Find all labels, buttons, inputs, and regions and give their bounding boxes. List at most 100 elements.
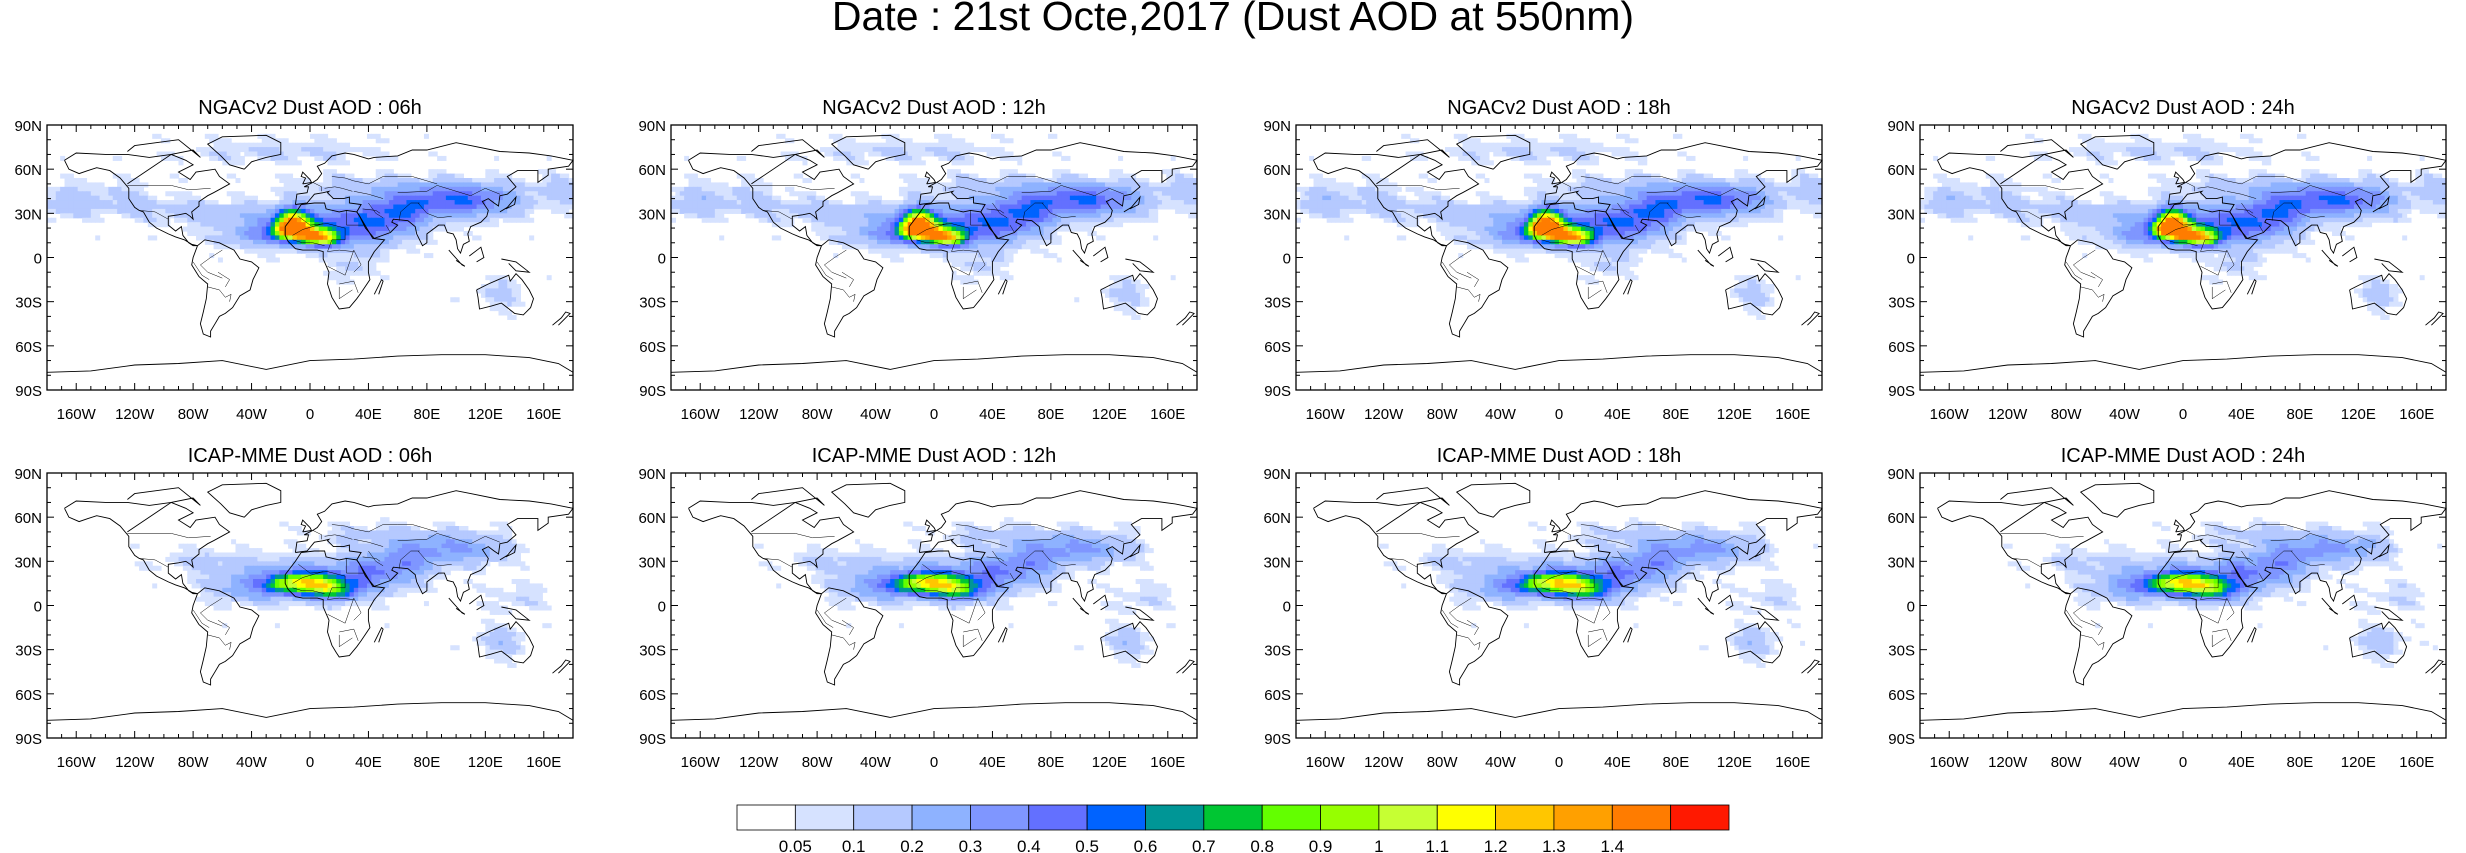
lat-tick-label: 0 bbox=[1283, 599, 1291, 616]
lon-tick-label: 160E bbox=[526, 406, 561, 423]
lat-tick-label: 30N bbox=[1263, 554, 1291, 571]
panel-title: ICAP-MME Dust AOD : 18h bbox=[1437, 445, 1682, 467]
lon-tick-label: 80E bbox=[1038, 754, 1065, 771]
lon-tick-label: 120E bbox=[2341, 754, 2376, 771]
lon-tick-label: 120E bbox=[468, 406, 503, 423]
aod-shading bbox=[130, 517, 552, 668]
colorbar-swatch bbox=[1145, 804, 1205, 831]
colorbar-swatch bbox=[1378, 804, 1438, 831]
colorbar-swatch bbox=[1261, 804, 1321, 831]
lat-tick-label: 60S bbox=[1264, 687, 1291, 704]
lon-tick-label: 80W bbox=[802, 754, 834, 771]
lat-tick-label: 90S bbox=[1888, 383, 1915, 400]
lat-tick-label: 30N bbox=[14, 206, 42, 223]
lat-tick-label: 30N bbox=[638, 206, 666, 223]
lat-tick-label: 30N bbox=[638, 554, 666, 571]
lat-tick-label: 90S bbox=[1264, 731, 1291, 748]
lat-tick-label: 0 bbox=[1283, 251, 1291, 268]
lat-tick-label: 90S bbox=[15, 731, 42, 748]
lon-tick-label: 40E bbox=[979, 754, 1006, 771]
coastlines bbox=[670, 134, 1198, 373]
colorbar-swatch bbox=[1495, 804, 1555, 831]
lon-tick-label: 80E bbox=[2287, 406, 2314, 423]
colorbar-swatch bbox=[970, 804, 1030, 831]
lat-tick-label: 90S bbox=[1264, 383, 1291, 400]
lat-tick-label: 60N bbox=[638, 162, 666, 179]
lon-tick-label: 120W bbox=[739, 754, 779, 771]
colorbar-swatch bbox=[1553, 804, 1613, 831]
lat-tick-label: 60N bbox=[1263, 162, 1291, 179]
lon-tick-label: 0 bbox=[930, 754, 938, 771]
country-borders bbox=[2000, 524, 2373, 650]
country-borders bbox=[1376, 176, 1749, 302]
colorbar-label: 0.6 bbox=[1134, 837, 1158, 853]
lat-tick-label: 90S bbox=[639, 383, 666, 400]
aod-shading bbox=[1379, 517, 1819, 668]
aod-shading bbox=[1296, 133, 1823, 320]
colorbar-swatch bbox=[1670, 804, 1730, 831]
lat-tick-label: 30S bbox=[639, 295, 666, 312]
colorbar-label: 1.4 bbox=[1600, 837, 1624, 853]
colorbar-swatch bbox=[853, 804, 913, 831]
lon-tick-label: 80E bbox=[1663, 406, 1690, 423]
lon-tick-label: 160E bbox=[1150, 406, 1185, 423]
colorbar-swatch bbox=[1028, 804, 1088, 831]
lat-tick-label: 60N bbox=[1263, 510, 1291, 527]
lon-tick-label: 40W bbox=[1485, 406, 1517, 423]
lat-tick-label: 90N bbox=[1263, 118, 1291, 135]
lat-tick-label: 90N bbox=[14, 118, 42, 135]
figure-title: Date : 21st Octe,2017 (Dust AOD at 550nm… bbox=[832, 0, 1634, 39]
lat-tick-label: 0 bbox=[34, 599, 42, 616]
lon-tick-label: 160E bbox=[526, 754, 561, 771]
lat-tick-label: 60S bbox=[15, 687, 42, 704]
lon-tick-label: 80E bbox=[2287, 754, 2314, 771]
lon-tick-label: 160E bbox=[2399, 406, 2434, 423]
lon-tick-label: 120E bbox=[1717, 754, 1752, 771]
map-panel: NGACv2 Dust AOD : 24h 90N 60N 30N 0 30S 60S 90S… bbox=[1887, 97, 2447, 423]
colorbar-swatch bbox=[1086, 804, 1146, 831]
colorbar-swatch bbox=[1320, 804, 1380, 831]
lon-tick-label: 40W bbox=[236, 754, 268, 771]
lon-tick-label: 120E bbox=[1092, 754, 1127, 771]
lon-tick-label: 40E bbox=[2228, 406, 2255, 423]
colorbar-label: 0.5 bbox=[1075, 837, 1099, 853]
lat-tick-label: 60N bbox=[1887, 510, 1915, 527]
lat-tick-label: 30N bbox=[1887, 206, 1915, 223]
lat-tick-label: 0 bbox=[658, 599, 666, 616]
colorbar-swatch bbox=[1203, 804, 1263, 831]
map-panel: NGACv2 Dust AOD : 12h 90N 60N 30N 0 30S 60S 90S… bbox=[638, 97, 1198, 423]
map-panel: NGACv2 Dust AOD : 18h 90N 60N 30N 0 30S 60S 90S… bbox=[1263, 97, 1823, 423]
lon-tick-label: 0 bbox=[1555, 406, 1563, 423]
lon-tick-label: 40W bbox=[236, 406, 268, 423]
lat-tick-label: 60N bbox=[1887, 162, 1915, 179]
lat-tick-label: 60S bbox=[1888, 687, 1915, 704]
lat-tick-label: 90N bbox=[1263, 466, 1291, 483]
lon-tick-label: 80W bbox=[1427, 406, 1459, 423]
coastlines bbox=[1295, 134, 1823, 373]
lat-tick-label: 30S bbox=[1888, 295, 1915, 312]
lat-tick-label: 90N bbox=[638, 466, 666, 483]
aod-shading bbox=[2003, 517, 2443, 668]
lon-tick-label: 160W bbox=[57, 406, 97, 423]
lon-tick-label: 0 bbox=[306, 406, 314, 423]
colorbar-label: 0.2 bbox=[900, 837, 924, 853]
colorbar-label: 0.1 bbox=[842, 837, 866, 853]
colorbar-swatch bbox=[1611, 804, 1672, 831]
lat-tick-label: 0 bbox=[658, 251, 666, 268]
lon-tick-label: 160W bbox=[57, 754, 97, 771]
panel-title: ICAP-MME Dust AOD : 24h bbox=[2061, 445, 2306, 467]
lon-tick-label: 40E bbox=[1604, 754, 1631, 771]
country-borders bbox=[751, 524, 1124, 650]
lon-tick-label: 160W bbox=[1306, 754, 1346, 771]
lat-tick-label: 0 bbox=[34, 251, 42, 268]
coastlines bbox=[46, 134, 574, 373]
colorbar-label: 1 bbox=[1374, 837, 1383, 853]
country-borders bbox=[127, 524, 500, 650]
lon-tick-label: 40W bbox=[860, 754, 892, 771]
colorbar-swatch bbox=[1436, 804, 1496, 831]
lon-tick-label: 40E bbox=[979, 406, 1006, 423]
country-borders bbox=[1376, 524, 1749, 650]
lat-tick-label: 90S bbox=[639, 731, 666, 748]
colorbar-label: 1.2 bbox=[1484, 837, 1508, 853]
colorbar-swatch bbox=[736, 804, 796, 831]
